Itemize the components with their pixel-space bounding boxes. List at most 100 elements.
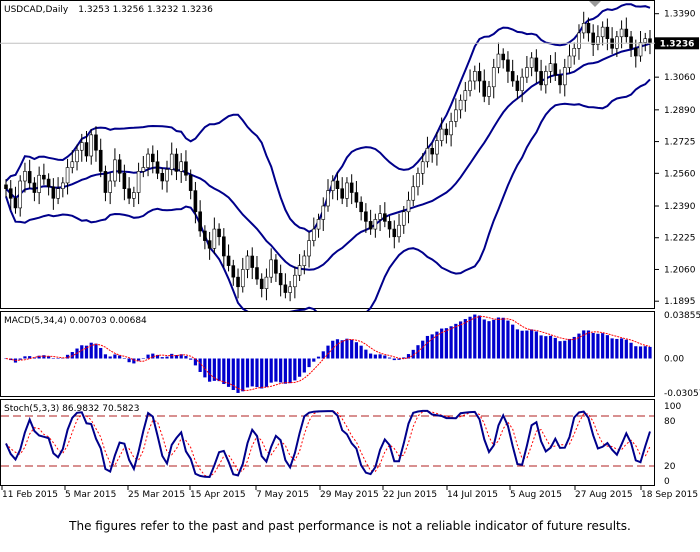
candle-body <box>525 67 529 78</box>
candle-body <box>269 259 273 278</box>
chart-shift-marker-icon[interactable] <box>589 1 601 7</box>
stoch-panel: Stoch(5,3,3) 86.9832 70.5823 100 80 20 0 <box>0 399 681 487</box>
candle-body <box>274 259 278 274</box>
macd-bar <box>501 317 505 359</box>
macd-bar <box>482 319 486 359</box>
candle-body <box>70 161 75 168</box>
candle-body <box>439 128 444 141</box>
macd-bar <box>165 356 169 359</box>
stoch-signal-line <box>5 410 651 478</box>
main-price-axis: 1.3390 1.3060 1.2890 1.2725 1.2560 1.2390 1.22… <box>655 10 696 307</box>
candle-body <box>562 67 567 86</box>
candle-body <box>65 167 70 184</box>
candle-body <box>184 161 188 176</box>
candle-body <box>397 224 401 238</box>
macd-bar <box>28 356 32 359</box>
candle-body <box>32 182 37 193</box>
macd-bar <box>572 336 576 359</box>
macd-bar <box>515 329 520 359</box>
macd-bar <box>520 330 524 359</box>
main-panel-frame <box>0 0 655 309</box>
candle-body <box>534 57 539 72</box>
macd-bar <box>558 341 562 359</box>
macd-bar <box>316 356 321 359</box>
macd-bar <box>534 331 538 359</box>
candle-body <box>411 186 416 201</box>
candle-body <box>491 67 496 88</box>
macd-bar <box>118 355 122 359</box>
time-tick-label: 7 May 2015 <box>256 490 309 500</box>
price-tick-label: 1.2060 <box>664 265 696 275</box>
macd-bar <box>643 346 647 359</box>
candle-body <box>203 230 207 241</box>
macd-bar <box>84 345 89 359</box>
candle-body <box>264 276 269 289</box>
macd-bar <box>236 358 240 393</box>
macd-bar <box>373 354 377 359</box>
macd-bar <box>553 337 557 359</box>
macd-bar <box>184 356 188 359</box>
macd-bar <box>293 358 297 381</box>
candle-body <box>420 161 425 174</box>
candle-body <box>487 86 491 97</box>
macd-bar <box>89 342 93 359</box>
macd-bar <box>122 358 126 360</box>
main-panel: 1.3390 1.3060 1.2890 1.2725 1.2560 1.2390 1.22… <box>0 0 699 332</box>
macd-bar <box>141 358 145 359</box>
candle-body <box>629 36 633 49</box>
time-tick-label: 5 Mar 2015 <box>65 490 116 500</box>
candle-body <box>401 211 406 226</box>
candle-body <box>89 134 94 157</box>
macd-bar <box>605 335 609 359</box>
candle-body <box>458 99 463 111</box>
stoch-tick-label: 80 <box>664 417 676 427</box>
candle-body <box>581 23 586 34</box>
macd-signal-line <box>5 315 651 391</box>
candle-body <box>75 149 79 163</box>
macd-bar <box>402 357 406 359</box>
candle-body <box>122 173 127 189</box>
macd-bar <box>582 330 586 359</box>
candle-body <box>4 184 8 189</box>
candle-body <box>515 80 520 91</box>
candle-body <box>335 180 340 189</box>
candle-body <box>368 221 373 230</box>
candle-body <box>354 192 359 203</box>
candle-body <box>8 188 13 199</box>
candle-body <box>56 188 60 199</box>
candle-body <box>600 26 605 38</box>
disclaimer-text: The figures refer to the past and past p… <box>69 519 631 533</box>
candle-body <box>425 148 430 163</box>
candle-body <box>520 76 524 91</box>
macd-bar <box>217 358 221 382</box>
macd-bar <box>463 319 467 359</box>
macd-bar <box>193 358 198 366</box>
macd-label: MACD(5,34,4) 0.00703 0.00684 <box>4 316 147 326</box>
candle-body <box>127 188 131 199</box>
candle-body <box>633 48 638 57</box>
candlestick-series <box>4 11 652 302</box>
candle-body <box>345 182 349 199</box>
macd-bar <box>525 330 529 359</box>
candle-body <box>108 180 112 193</box>
macd-bar <box>189 358 193 360</box>
candle-body <box>198 211 202 232</box>
macd-bar <box>454 323 458 359</box>
candle-body <box>591 32 595 45</box>
candle-body <box>501 53 506 61</box>
macd-bar <box>629 342 633 359</box>
macd-bar <box>250 358 254 387</box>
time-tick-label: 5 Aug 2015 <box>510 490 562 500</box>
macd-bar <box>302 358 306 373</box>
time-tick-label: 14 Jul 2015 <box>447 490 498 500</box>
candle-body <box>548 63 553 72</box>
macd-bar <box>387 357 392 359</box>
candle-body <box>132 192 136 199</box>
macd-bar <box>103 354 108 359</box>
candle-body <box>539 71 543 86</box>
price-tick-label: 1.1895 <box>664 297 696 307</box>
macd-bar <box>269 358 273 383</box>
candle-body <box>330 180 335 191</box>
candle-body <box>46 178 51 188</box>
price-tick-label: 1.3390 <box>664 10 696 20</box>
